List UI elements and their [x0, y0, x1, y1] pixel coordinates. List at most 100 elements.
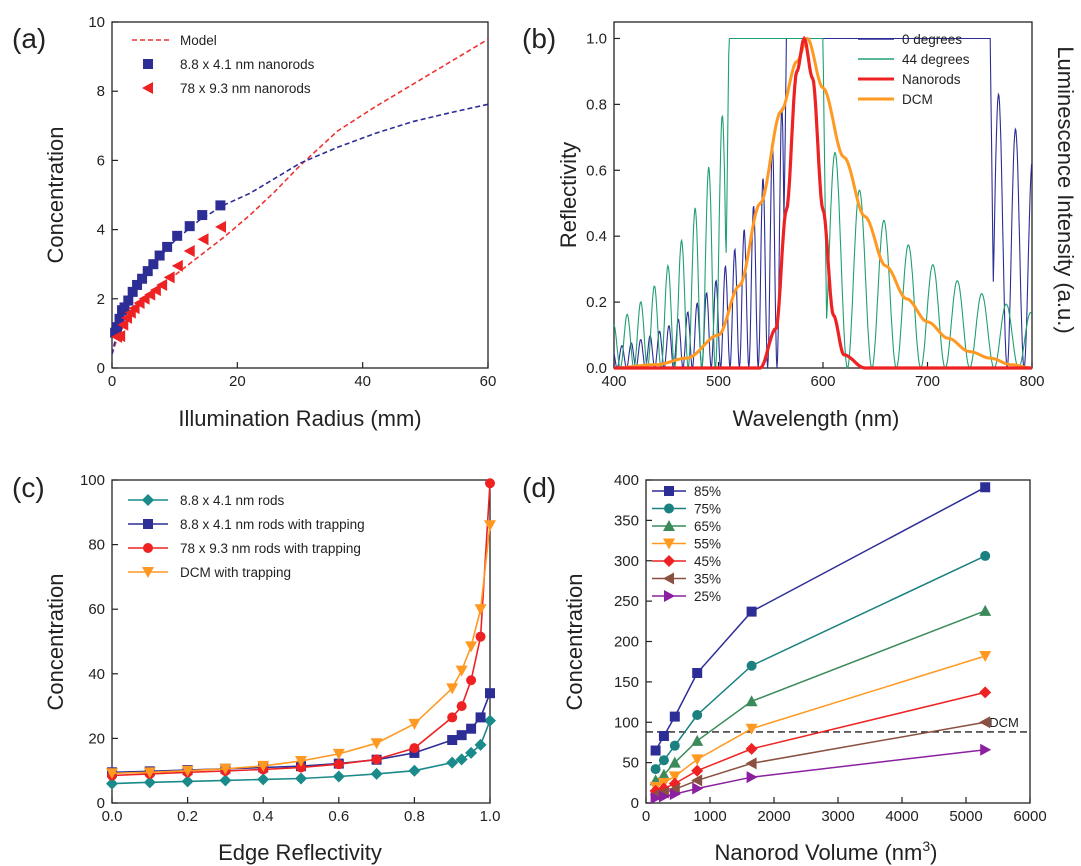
- legend-c-marker: [142, 567, 154, 578]
- panel-d-ytick-label: 150: [614, 674, 639, 691]
- panel-c-point: [257, 773, 270, 786]
- panel-a-ytick-label: 4: [97, 222, 105, 239]
- panel-a-point: [142, 266, 153, 277]
- panel-d-point: [669, 788, 681, 801]
- panel-a-ylabel: Concentration: [43, 127, 68, 264]
- panel-a-label: (a): [12, 23, 46, 54]
- panel-c-xtick-label: 0.0: [102, 808, 123, 825]
- panel-c-point: [219, 763, 232, 775]
- panel-d-ytick-label: 50: [622, 755, 639, 772]
- panel-d-point: [979, 716, 991, 729]
- panel-c-point: [181, 775, 194, 788]
- panel-d-ytick-label: 0: [631, 795, 639, 812]
- panel-b-ylabel-right: Luminescence Intensity (a.u.): [1053, 46, 1078, 333]
- panel-b-xlabel: Wavelength (nm): [733, 406, 900, 431]
- panel-c: (c) Edge Reflectivity Concentration 0.0 0…: [12, 472, 500, 865]
- panel-d-point: [691, 734, 704, 746]
- panel-d-point: [650, 745, 661, 756]
- panel-c-xtick-label: 0.2: [177, 808, 198, 825]
- panel-a-point: [144, 288, 156, 301]
- panel-a-point: [149, 284, 161, 297]
- panel-a-point: [183, 245, 195, 258]
- legend-d-label: 85%: [694, 484, 721, 499]
- panel-d-point: [980, 482, 991, 493]
- panel-d-point: [691, 764, 704, 777]
- panel-b-xtick-label: 600: [810, 373, 835, 390]
- panel-a-xlabel: Illumination Radius (mm): [178, 406, 421, 431]
- panel-d-xlabel-close: ): [930, 840, 937, 865]
- panel-c-xtick-label: 0.6: [328, 808, 349, 825]
- panel-c-point: [370, 767, 383, 780]
- panel-d-point: [979, 604, 992, 616]
- legend-b-label: Nanorods: [902, 72, 961, 87]
- panel-a-model-line: [111, 38, 489, 355]
- panel-c-point: [219, 774, 232, 787]
- panel-c-ytick-label: 80: [88, 537, 105, 554]
- panel-c-point: [485, 688, 495, 699]
- panel-a-point: [162, 241, 173, 252]
- panel-d-point: [657, 768, 670, 780]
- panel-d-dcm-annotation: DCM: [989, 715, 1019, 730]
- panel-c-point: [370, 738, 383, 750]
- panel-c-xlabel: Edge Reflectivity: [218, 840, 382, 865]
- panel-d-point: [692, 667, 703, 678]
- panel-c-point: [295, 772, 307, 785]
- panel-d-series-line: [655, 555, 986, 770]
- panel-a-point: [127, 286, 138, 297]
- panel-d-point: [658, 755, 669, 766]
- legend-d-marker: [663, 572, 674, 585]
- panel-c-point: [333, 759, 344, 770]
- panel-a: (a) Illumination Radius (mm) Concentrati…: [12, 14, 496, 431]
- panel-d-xtick-label: 0: [642, 808, 650, 825]
- panel-c-point: [332, 748, 345, 760]
- panel-b-label: (b): [522, 23, 556, 54]
- panel-c-point: [296, 762, 306, 773]
- panel-d-point: [746, 606, 757, 617]
- panel-c-point: [485, 478, 495, 489]
- legend-d-label: 55%: [694, 537, 721, 552]
- legend-c-label: DCM with trapping: [180, 565, 291, 580]
- panel-a-ytick-label: 10: [88, 14, 105, 31]
- panel-d-xtick-label: 4000: [885, 808, 918, 825]
- legend-c-label: 8.8 x 4.1 nm rods: [180, 493, 285, 508]
- panel-d-point: [745, 695, 758, 707]
- legend-c-label: 8.8 x 4.1 nm rods with trapping: [180, 517, 365, 532]
- panel-d-point: [980, 743, 992, 756]
- panel-a-point: [119, 302, 130, 313]
- panel-c-ytick-label: 100: [80, 472, 105, 489]
- panel-d-point: [650, 792, 662, 805]
- panel-a-xtick-label: 0: [108, 373, 116, 390]
- legend-d-label: 35%: [694, 572, 721, 587]
- legend-a-label: 8.8 x 4.1 nm nanorods: [180, 57, 315, 72]
- panel-c-plot-frame: [111, 479, 491, 804]
- panel-d-point: [669, 740, 680, 751]
- panel-c-point: [295, 756, 307, 768]
- panel-d-ytick-label: 250: [614, 593, 639, 610]
- panel-c-point: [484, 714, 496, 727]
- legend-d-label: 45%: [694, 554, 721, 569]
- legend-d-marker: [664, 503, 674, 514]
- panel-a-point: [197, 210, 208, 221]
- panel-c-point: [257, 760, 270, 772]
- panel-d-label: (d): [522, 472, 556, 503]
- panel-a-point: [112, 322, 123, 333]
- legend-a-swatch: [142, 82, 153, 94]
- panel-c-point: [446, 756, 459, 769]
- panel-a-point: [156, 278, 168, 291]
- panel-a-point: [114, 330, 126, 343]
- panel-c-ytick-label: 40: [88, 666, 105, 683]
- panel-d-point: [979, 686, 992, 699]
- panel-b-ytick-label: 0.2: [586, 294, 607, 311]
- panel-a-ytick-label: 8: [97, 83, 105, 100]
- legend-c-label: 78 x 9.3 nm rods with trapping: [180, 541, 361, 556]
- panel-d-point: [692, 782, 704, 795]
- panel-b-xtick-label: 500: [706, 373, 731, 390]
- panel-c-ytick-label: 0: [97, 795, 105, 812]
- panel-b-line-44deg: [613, 37, 1033, 370]
- panel-a-xtick-label: 20: [229, 373, 246, 390]
- panel-a-point: [215, 200, 226, 211]
- panel-c-point: [408, 718, 421, 730]
- panel-c-point: [465, 746, 478, 759]
- panel-c-label: (c): [12, 472, 45, 503]
